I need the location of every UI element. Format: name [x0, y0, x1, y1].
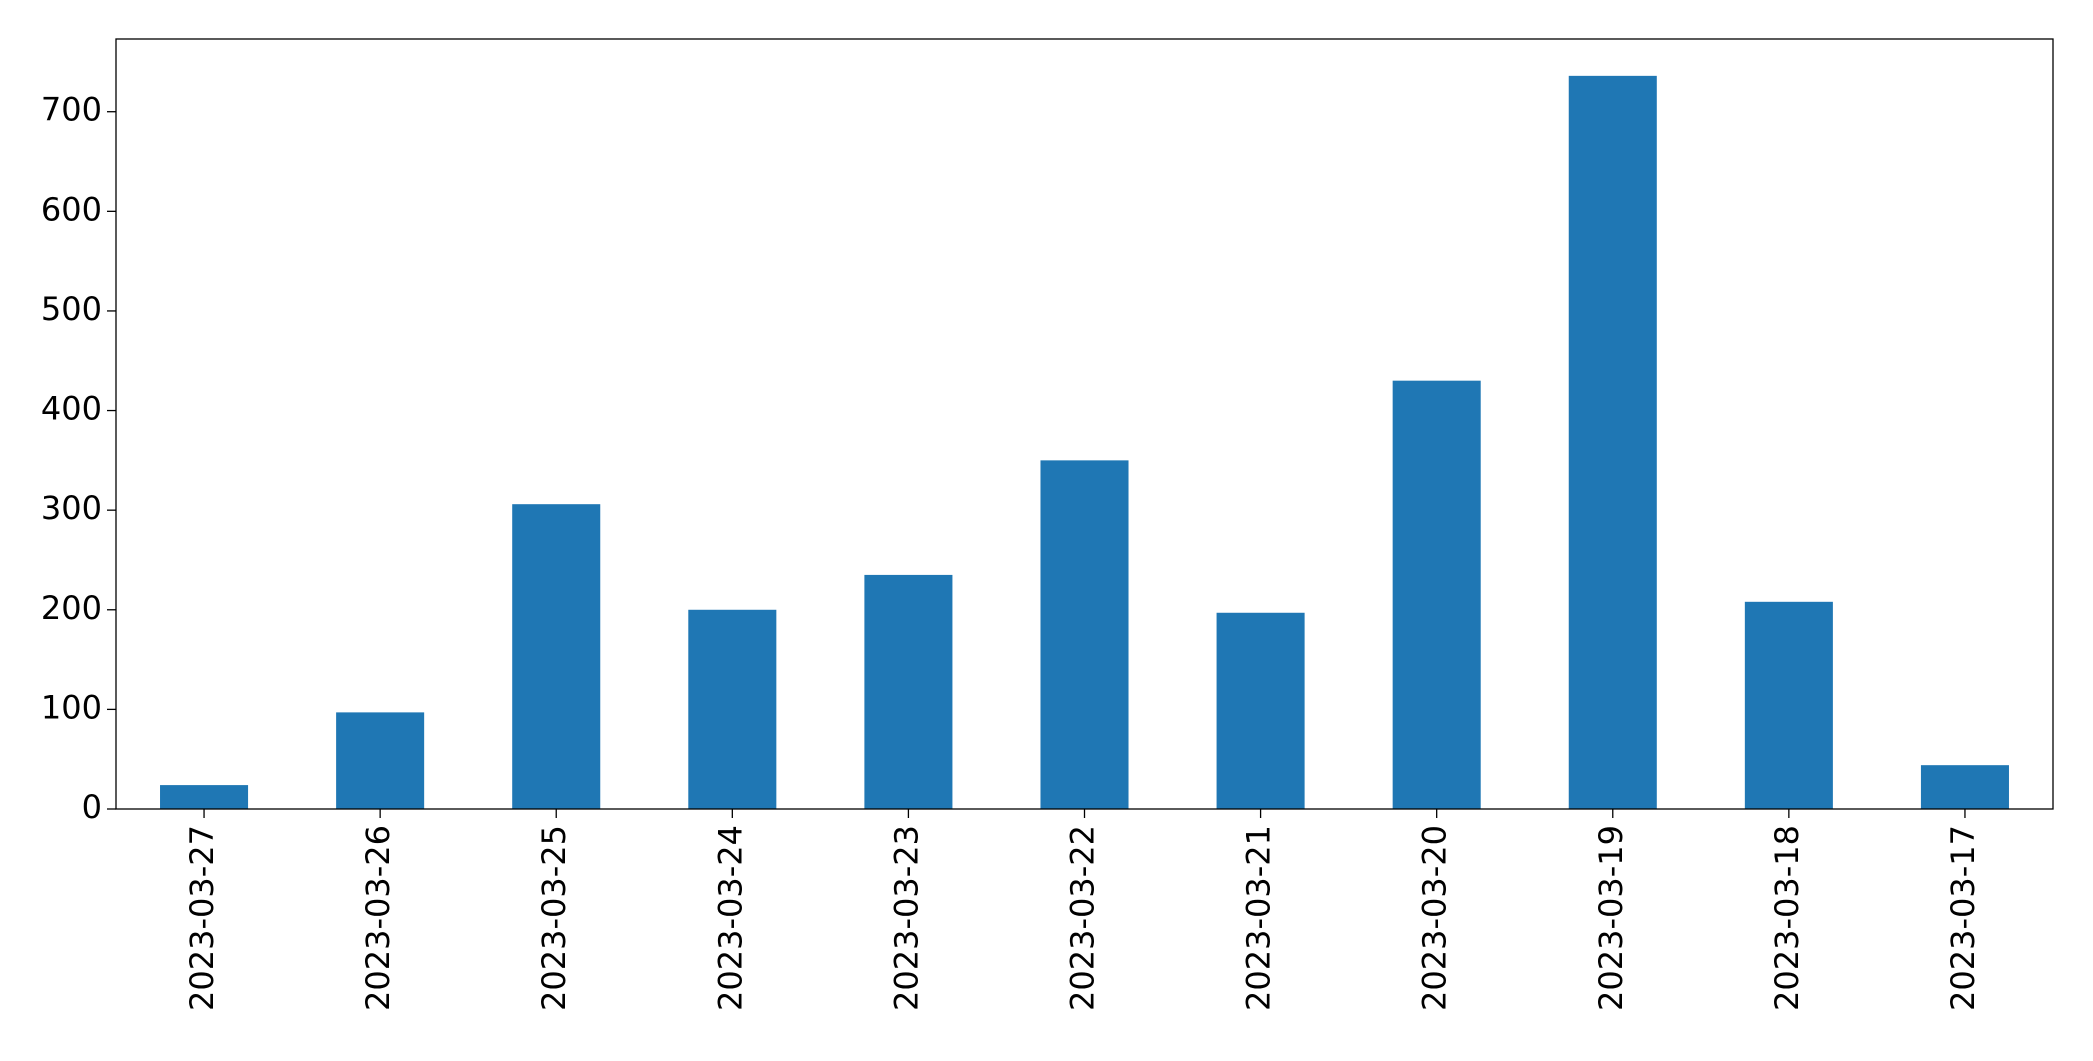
- plot-area: [160, 75, 2009, 810]
- bar: [1216, 612, 1305, 809]
- bar: [336, 712, 425, 809]
- y-tick-label: 500: [41, 290, 102, 328]
- y-tick-label: 700: [41, 91, 102, 129]
- x-tick-label: 2023-03-20: [1416, 825, 1454, 1011]
- y-tick-label: 0: [82, 788, 102, 826]
- x-tick-label: 2023-03-26: [359, 825, 397, 1011]
- bar: [512, 504, 601, 809]
- x-tick-label: 2023-03-23: [887, 825, 925, 1011]
- x-tick-label: 2023-03-27: [183, 825, 221, 1011]
- y-tick-label: 200: [41, 589, 102, 627]
- y-tick-label: 600: [41, 190, 102, 228]
- x-tick-label: 2023-03-22: [1064, 825, 1102, 1011]
- bar: [1568, 75, 1657, 810]
- bar: [688, 609, 777, 809]
- x-tick-label: 2023-03-25: [535, 825, 573, 1011]
- x-tick-label: 2023-03-18: [1768, 825, 1806, 1011]
- bar: [1920, 765, 2009, 809]
- y-tick-label: 400: [41, 390, 102, 428]
- bar: [1744, 601, 1833, 809]
- bar: [160, 785, 249, 809]
- bar: [1392, 380, 1481, 809]
- y-tick-label: 100: [41, 688, 102, 726]
- x-tick-label: 2023-03-17: [1944, 825, 1982, 1011]
- bar: [1040, 460, 1129, 809]
- y-tick-label: 300: [41, 489, 102, 527]
- bar: [864, 574, 953, 809]
- x-tick-label: 2023-03-19: [1592, 825, 1630, 1011]
- x-tick-label: 2023-03-24: [711, 825, 749, 1011]
- x-tick-label: 2023-03-21: [1240, 825, 1278, 1011]
